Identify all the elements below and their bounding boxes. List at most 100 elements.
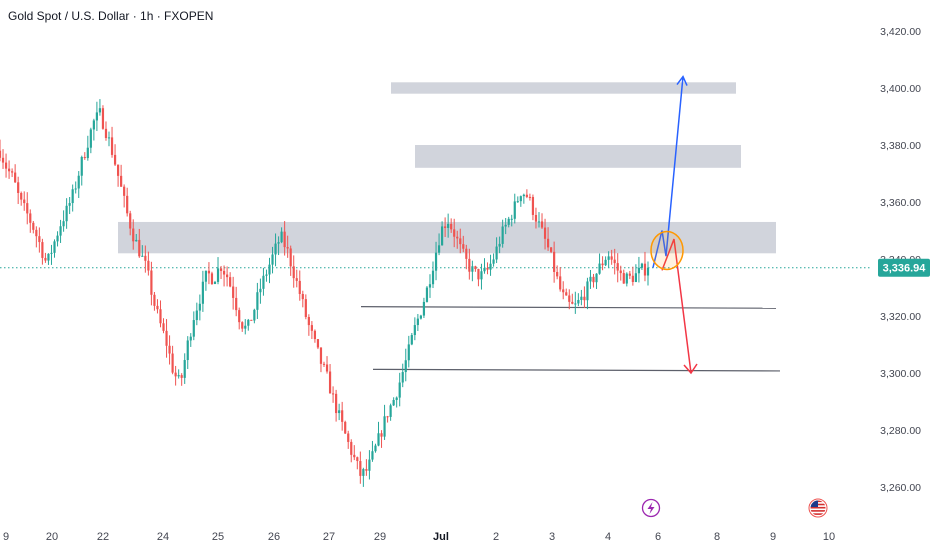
candle [353, 445, 356, 461]
candle [171, 345, 174, 375]
current-price-label: 3,336.94 [883, 263, 927, 275]
candle [637, 256, 641, 283]
x-tick-label: 9 [770, 531, 776, 543]
candle [362, 467, 365, 487]
lightning-icon[interactable] [641, 498, 661, 518]
candle [350, 439, 353, 463]
candle [198, 294, 201, 321]
candle [413, 317, 416, 341]
candle [404, 348, 407, 382]
y-tick-label: 3,420.00 [880, 26, 921, 38]
x-tick-label: Jul [433, 531, 449, 543]
candle [646, 261, 650, 286]
candle [613, 248, 616, 275]
candle [595, 273, 598, 290]
time-axis[interactable]: 9 20 22 24 25 26 27 29 Jul 2 3 4 6 8 9 10 [3, 531, 835, 543]
us-flag-icon[interactable] [808, 498, 828, 518]
chart-title: Gold Spot / U.S. Dollar · 1h · FXOPEN [8, 9, 214, 23]
x-tick-label: 8 [714, 531, 720, 543]
candle [359, 451, 362, 484]
candle [144, 245, 147, 273]
candle [241, 321, 244, 332]
candle [374, 443, 377, 453]
candle [553, 241, 556, 283]
candle [123, 184, 126, 208]
candle [11, 168, 14, 178]
candle [44, 252, 47, 263]
candle [616, 253, 619, 283]
candle [586, 277, 589, 310]
candle [619, 265, 622, 281]
candle [456, 230, 459, 249]
level-line-1 [360, 306, 777, 309]
candle [216, 257, 220, 285]
candle [444, 217, 447, 237]
candle [247, 318, 250, 331]
candle [465, 244, 468, 270]
candle [71, 184, 74, 212]
candle [316, 339, 320, 350]
candle [74, 181, 77, 194]
current-price-badge: 3,336.94 [878, 258, 930, 277]
candle [462, 235, 465, 253]
bearish-projection-arrow [661, 238, 692, 374]
candle [410, 332, 413, 346]
candle [640, 262, 644, 270]
candle [550, 246, 553, 254]
candle [395, 396, 398, 408]
candle [631, 266, 634, 286]
candle [307, 314, 310, 336]
candle [483, 258, 486, 274]
candle [204, 270, 208, 291]
candle [41, 238, 44, 265]
candle [110, 126, 114, 158]
candle [489, 254, 492, 276]
candle [210, 271, 214, 285]
candle [77, 171, 80, 198]
candle [643, 251, 647, 282]
candle [580, 289, 583, 306]
candle [431, 261, 435, 289]
candle [89, 127, 92, 154]
candle [428, 274, 432, 298]
candle [398, 372, 401, 407]
price-axis[interactable]: 3,260.003,280.003,300.003,320.003,340.00… [880, 26, 921, 494]
candle [150, 261, 153, 306]
candle [195, 302, 198, 326]
candle [53, 239, 56, 258]
candle [159, 300, 162, 328]
candle [471, 260, 474, 282]
candle [250, 319, 253, 321]
candle [440, 221, 444, 246]
candle [501, 219, 504, 248]
bullish-arrowhead-icon [676, 75, 688, 86]
candle [174, 365, 177, 386]
candle [7, 160, 11, 179]
candle [565, 288, 568, 296]
candle [574, 291, 577, 314]
x-tick-label: 25 [212, 531, 224, 543]
candle [238, 307, 241, 330]
candle [219, 265, 223, 280]
candle [371, 440, 374, 462]
candle [207, 262, 211, 285]
candle [480, 263, 483, 290]
candle [116, 164, 120, 187]
candle [571, 293, 574, 305]
candle [556, 265, 559, 280]
candle [183, 353, 186, 384]
candle [156, 299, 159, 314]
candle [610, 249, 613, 265]
y-tick-label: 3,300.00 [880, 368, 921, 380]
zone-2 [415, 145, 741, 168]
candle [568, 289, 571, 310]
candle [589, 269, 592, 289]
candle [492, 253, 495, 267]
candle [165, 319, 168, 358]
candle [383, 404, 386, 440]
candle [525, 189, 528, 199]
y-tick-label: 3,320.00 [880, 311, 921, 323]
candle [32, 220, 35, 234]
